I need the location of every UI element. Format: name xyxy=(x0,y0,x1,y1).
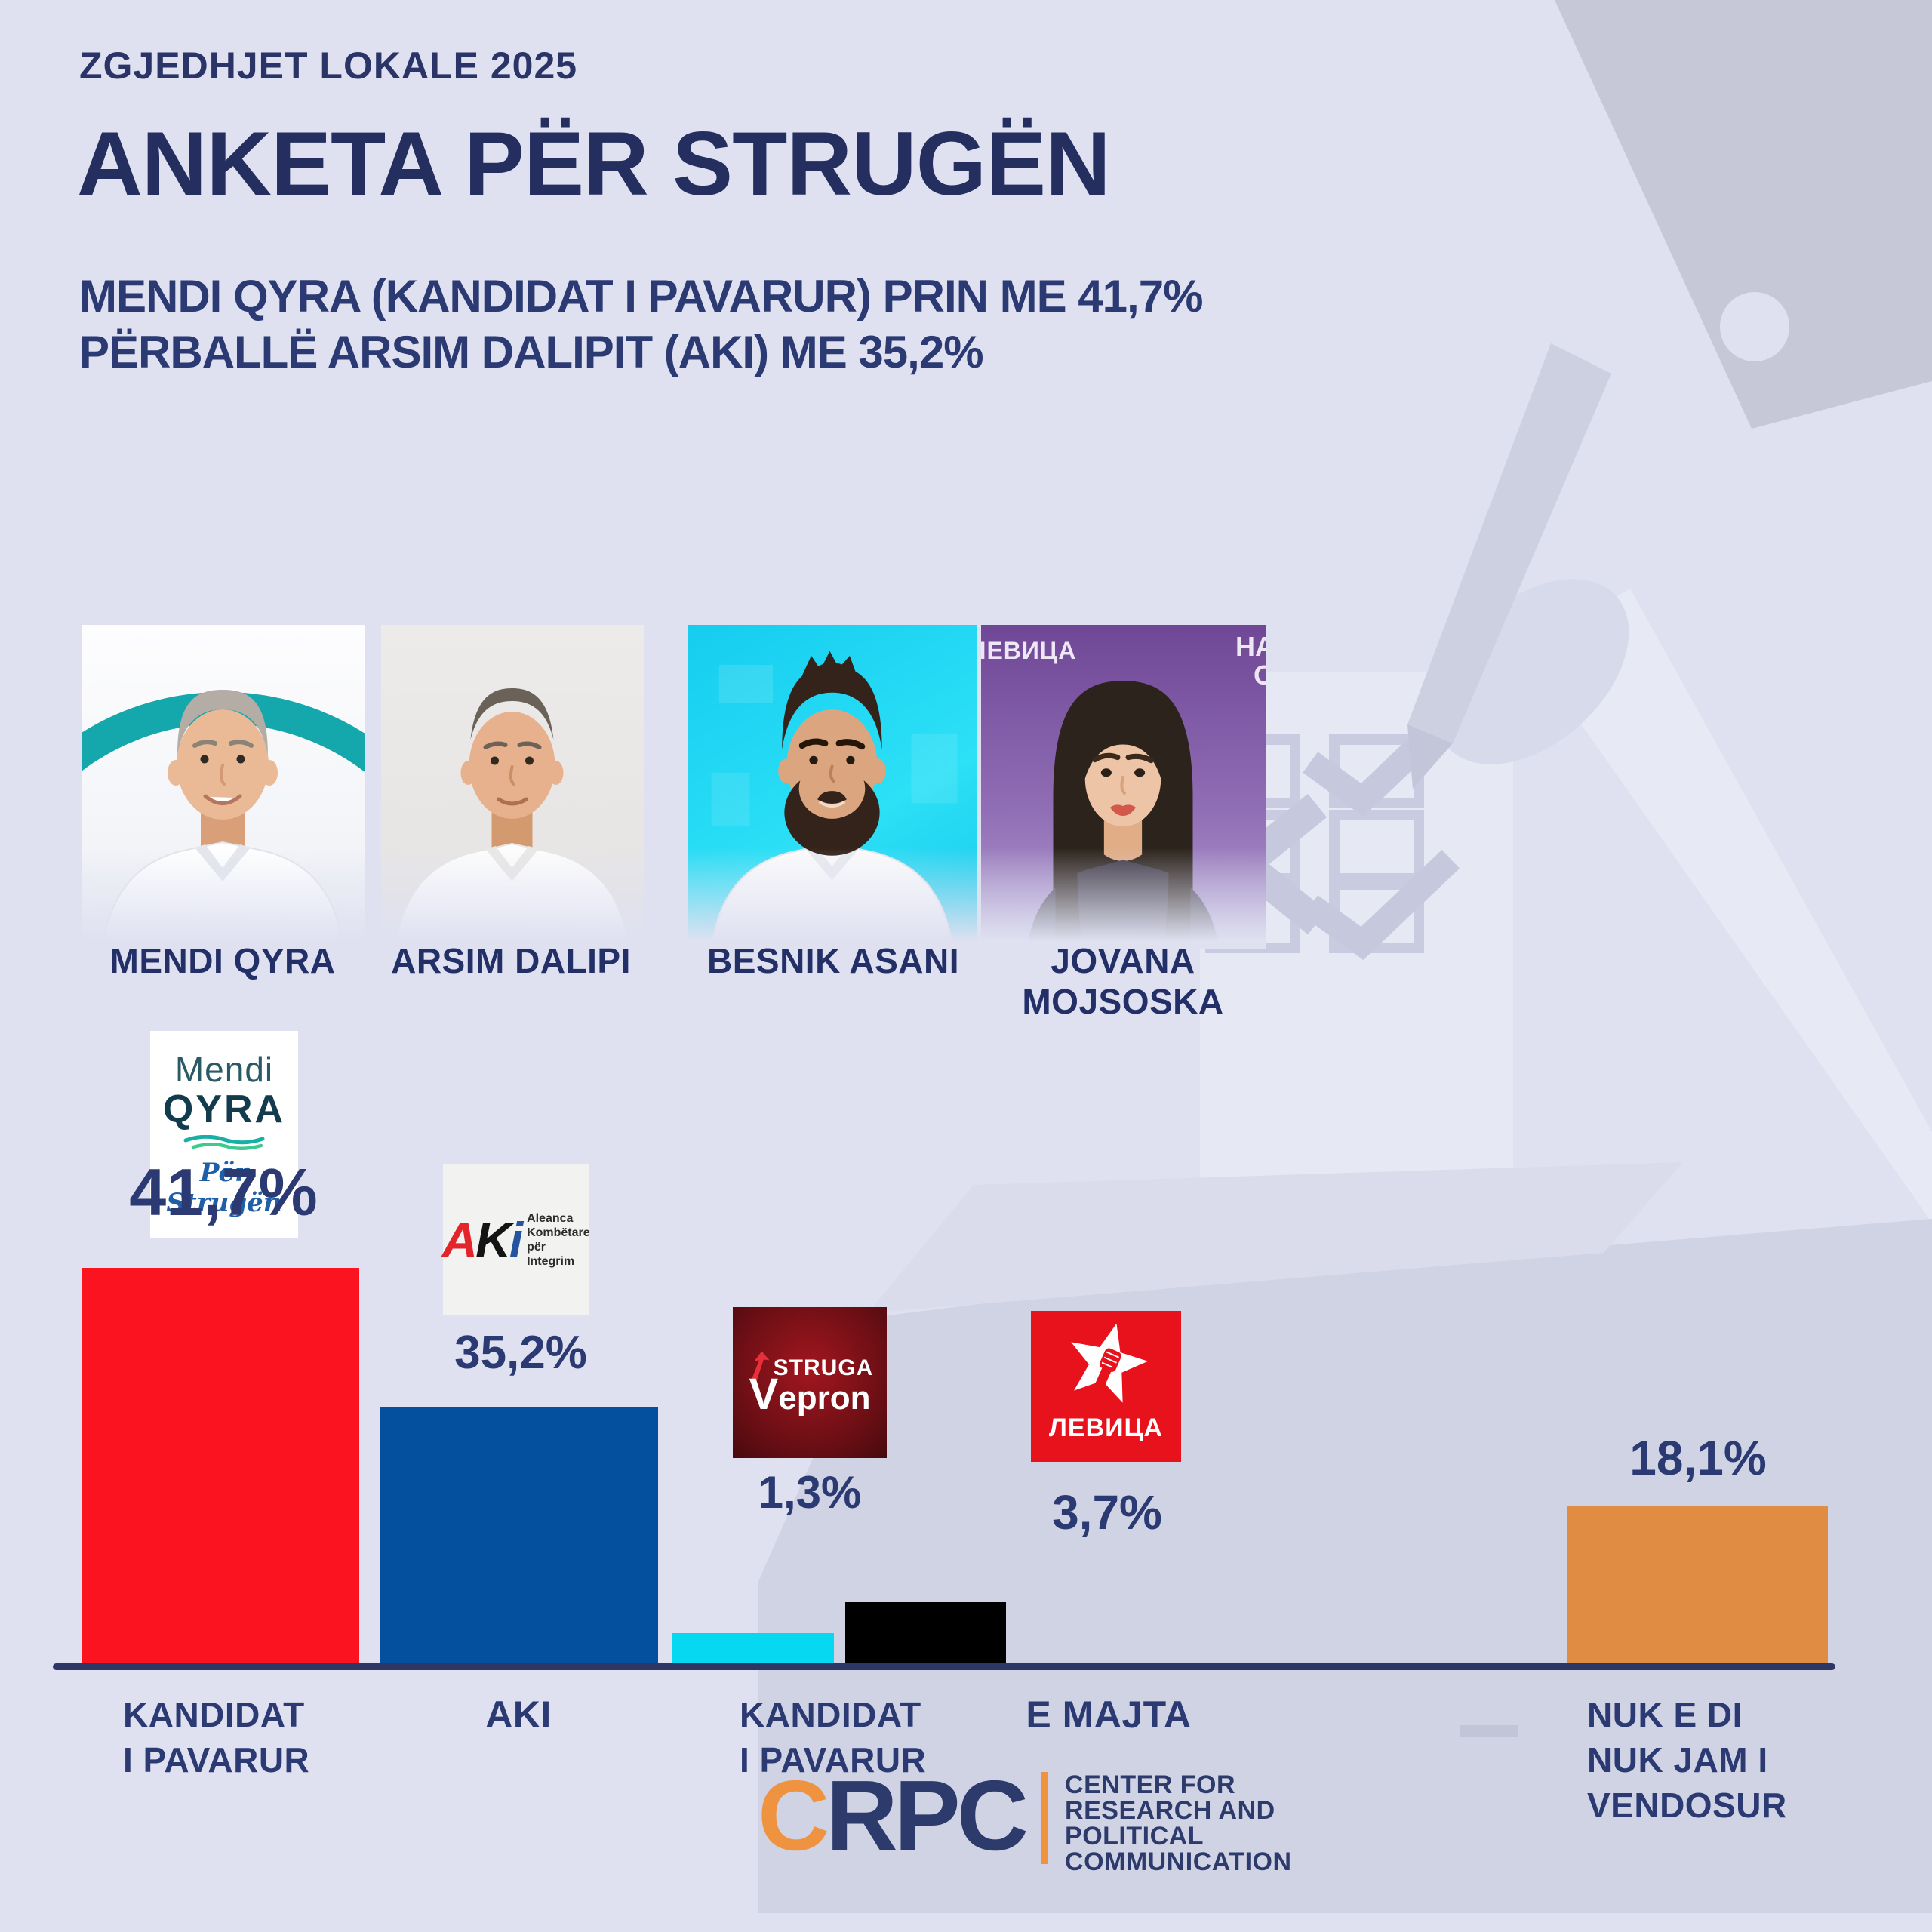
star-fist-icon xyxy=(1070,1323,1148,1403)
value-label-3: 1,3% xyxy=(758,1467,862,1518)
aki-text: Aleanca Kombëtare për Integrim xyxy=(527,1212,590,1268)
value-label-1: 41,7% xyxy=(129,1155,318,1229)
wave-icon xyxy=(183,1135,265,1150)
qyra-logo-line3: Për Strugën xyxy=(166,1158,282,1218)
subtitle-line-2: PËRBALLË ARSIM DALIPIT (AKI) ME 35,2% xyxy=(79,327,984,377)
candidate-photo-arsim-dalipi xyxy=(381,625,644,949)
light-stripe-decoration xyxy=(1528,589,1932,1223)
category-label-4: E MAJTA xyxy=(1026,1694,1192,1736)
candidate-name-1: MENDI QYRA xyxy=(109,941,336,980)
value-label-2: 35,2% xyxy=(454,1327,587,1379)
bar-e-majta xyxy=(845,1602,1006,1665)
ballot-box-slot xyxy=(1460,1725,1518,1737)
photo-fade xyxy=(688,848,977,949)
category-label-5: NUK E DI NUK JAM I VENDOSUR xyxy=(1587,1695,1787,1825)
tag-decoration-shape xyxy=(1555,0,1932,429)
candidate-photo-mendi-qyra xyxy=(82,625,365,949)
levica-label: ЛЕВИЦА xyxy=(1049,1414,1163,1442)
vepron-line1: STRUGA xyxy=(773,1355,874,1380)
qyra-logo-line2: QYRA xyxy=(162,1088,286,1131)
category-label-3: KANDIDAT I PAVARUR xyxy=(740,1695,927,1780)
x-axis-line xyxy=(53,1663,1835,1670)
crpc-footer-logo: CRPC CENTER FOR RESEARCH AND POLITICAL C… xyxy=(758,1760,1292,1876)
photo-fade xyxy=(981,848,1266,949)
logo-struga-vepron: STRUGA Vepron xyxy=(733,1307,887,1458)
page-title: ANKETA PËR STRUGËN xyxy=(77,113,1111,214)
value-label-4: 3,7% xyxy=(1052,1485,1162,1540)
category-label-2: AKI xyxy=(485,1694,552,1736)
ballot-box-top xyxy=(868,1162,1683,1313)
candidate-name-2: ARSIM DALIPI xyxy=(391,941,631,980)
candidate-photo-jovana-mojsoska: ЛЕВИЦА НА О xyxy=(981,625,1266,949)
arrow-up-icon xyxy=(751,1350,770,1381)
aki-letters: AKi xyxy=(441,1212,523,1268)
crpc-text: CENTER FOR RESEARCH AND POLITICAL COMMUN… xyxy=(1065,1770,1292,1876)
photo-overlay-levica-text: ЛЕВИЦА xyxy=(981,637,1077,664)
vepron-line2: Vepron xyxy=(749,1369,871,1419)
crpc-brand: CRPC xyxy=(758,1760,1029,1871)
qyra-logo-line1: Mendi xyxy=(174,1050,274,1089)
bar-nuk-e-di xyxy=(1567,1506,1828,1665)
logo-levica: ЛЕВИЦА xyxy=(1031,1311,1181,1462)
candidate-name-3: BESNIK ASANI xyxy=(707,941,959,980)
bar-kandidat-i-pavarur-qyra xyxy=(82,1268,359,1665)
value-label-5: 18,1% xyxy=(1629,1431,1767,1485)
photo-overlay-right-text: НА О xyxy=(1235,631,1266,691)
footer-divider xyxy=(1041,1772,1049,1864)
kicker-label: ZGJEDHJET LOKALE 2025 xyxy=(79,45,578,87)
category-label-1: KANDIDAT I PAVARUR xyxy=(123,1695,310,1780)
photo-fade xyxy=(82,848,365,949)
logo-aki: AKi Aleanca Kombëtare për Integrim xyxy=(441,1164,590,1315)
bar-kandidat-i-pavarur-vepron xyxy=(672,1633,834,1665)
candidate-name-4: JOVANA MOJSOSKA xyxy=(1022,941,1224,1021)
logo-mendi-qyra: Mendi QYRA Për Strugën xyxy=(150,1031,298,1238)
bar-aki xyxy=(380,1407,658,1665)
photo-fade xyxy=(381,848,644,949)
subtitle-line-1: MENDI QYRA (KANDIDAT I PAVARUR) PRIN ME … xyxy=(79,271,1203,321)
candidate-photo-besnik-asani xyxy=(688,625,977,949)
